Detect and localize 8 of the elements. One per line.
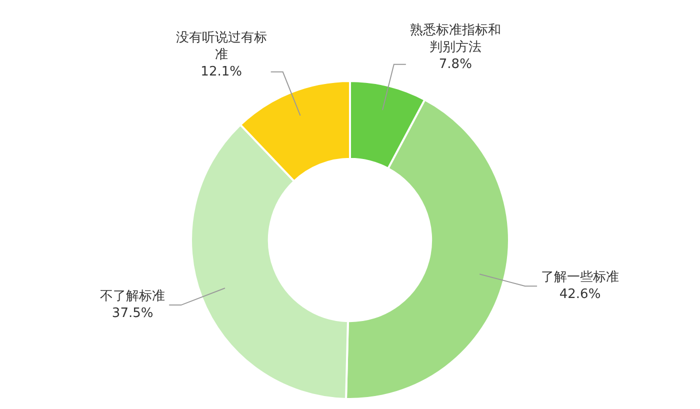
slice-label: 熟悉标准指标和判别方法 <box>410 22 501 55</box>
data-label: 7.8% <box>438 56 472 72</box>
data-label: 12.1% <box>200 64 242 80</box>
slice-label: 不了解标准 <box>100 288 166 304</box>
slice-label: 了解一些标准 <box>541 270 620 285</box>
slice-label: 没有听说过有标准 <box>176 30 267 62</box>
data-label: 42.6% <box>559 286 601 302</box>
data-label: 37.5% <box>112 306 154 321</box>
